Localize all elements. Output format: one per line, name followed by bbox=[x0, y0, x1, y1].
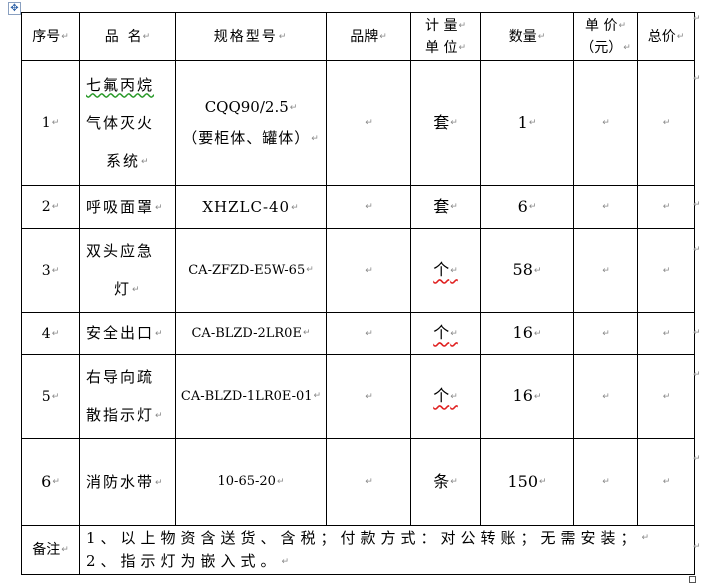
cell-name[interactable]: 右导向疏 散指示灯 bbox=[79, 354, 176, 439]
cell-qty[interactable]: 6 bbox=[480, 185, 574, 229]
cell-spec[interactable]: CA-BLZD-1LR0E-01 bbox=[175, 354, 327, 439]
cell-qty[interactable]: 16 bbox=[480, 354, 574, 439]
cell-spec[interactable]: CQQ90/2.5（要柜体、罐体） bbox=[175, 60, 327, 186]
cell-name[interactable]: 安全出口 bbox=[79, 312, 176, 355]
row-end-mark-icon: ↵ bbox=[693, 200, 701, 210]
row-end-mark-icon: ↵ bbox=[693, 370, 701, 380]
remarks-label: 备注 bbox=[21, 525, 80, 575]
cell-name[interactable]: 七氟丙烷 气体灭火 系统 bbox=[79, 60, 176, 186]
cell-brand[interactable] bbox=[326, 354, 411, 439]
cell-unit[interactable]: 条 bbox=[410, 438, 481, 526]
row-end-mark-icon: ↵ bbox=[693, 328, 701, 338]
cell-brand[interactable] bbox=[326, 228, 411, 313]
cell-price[interactable] bbox=[573, 185, 638, 229]
cell-name[interactable]: 消防水带 bbox=[79, 438, 176, 526]
cell-price[interactable] bbox=[573, 354, 638, 439]
cell-no[interactable]: 2 bbox=[21, 185, 80, 229]
remarks-row: 备注 1、以上物资含送货、含税；付款方式：对公转账；无需安装；2、指示灯为嵌入式… bbox=[21, 525, 695, 575]
cell-name[interactable]: 呼吸面罩 bbox=[79, 185, 176, 229]
header-qty: 数量 bbox=[480, 12, 574, 61]
cell-unit[interactable]: 套 bbox=[410, 60, 481, 186]
table-row: 4 安全出口 CA-BLZD-2LR0E 个 16 bbox=[21, 312, 695, 355]
cell-qty[interactable]: 16 bbox=[480, 312, 574, 355]
cell-total[interactable] bbox=[637, 228, 695, 313]
cell-qty[interactable]: 150 bbox=[480, 438, 574, 526]
cell-unit[interactable]: 个 bbox=[410, 354, 481, 439]
header-price: 单 价（元） bbox=[573, 12, 638, 61]
cell-price[interactable] bbox=[573, 312, 638, 355]
cell-total[interactable] bbox=[637, 354, 695, 439]
cell-total[interactable] bbox=[637, 60, 695, 186]
row-end-mark-icon: ↵ bbox=[693, 245, 701, 255]
header-name: 品 名 bbox=[79, 12, 176, 61]
cell-unit[interactable]: 个 bbox=[410, 312, 481, 355]
header-brand: 品牌 bbox=[326, 12, 411, 61]
cell-qty[interactable]: 1 bbox=[480, 60, 574, 186]
cell-brand[interactable] bbox=[326, 60, 411, 186]
cell-total[interactable] bbox=[637, 185, 695, 229]
table-row: 6 消防水带 10-65-20 条 150 bbox=[21, 438, 695, 526]
cell-no[interactable]: 6 bbox=[21, 438, 80, 526]
table-move-handle-icon[interactable]: ✥ bbox=[8, 2, 21, 15]
cell-spec[interactable]: 10-65-20 bbox=[175, 438, 327, 526]
row-end-mark-icon: ↵ bbox=[693, 14, 701, 24]
remarks-text[interactable]: 1、以上物资含送货、含税；付款方式：对公转账；无需安装；2、指示灯为嵌入式。 bbox=[79, 525, 695, 575]
cell-no[interactable]: 4 bbox=[21, 312, 80, 355]
materials-table: 序号 品 名 规格型号 品牌 计 量单 位 数量 单 价（元） 总价 1 七氟丙… bbox=[21, 12, 695, 575]
header-unit: 计 量单 位 bbox=[410, 12, 481, 61]
cell-no[interactable]: 1 bbox=[21, 60, 80, 186]
cell-brand[interactable] bbox=[326, 185, 411, 229]
cell-no[interactable]: 5 bbox=[21, 354, 80, 439]
table-resize-handle[interactable] bbox=[689, 576, 696, 583]
cell-total[interactable] bbox=[637, 312, 695, 355]
cell-no[interactable]: 3 bbox=[21, 228, 80, 313]
cell-name[interactable]: 双头应急灯 bbox=[79, 228, 176, 313]
cell-spec[interactable]: CA-BLZD-2LR0E bbox=[175, 312, 327, 355]
cell-price[interactable] bbox=[573, 228, 638, 313]
cell-qty[interactable]: 58 bbox=[480, 228, 574, 313]
cell-unit[interactable]: 套 bbox=[410, 185, 481, 229]
table-row: 2 呼吸面罩 XHZLC-40 套 6 bbox=[21, 185, 695, 229]
cell-total[interactable] bbox=[637, 438, 695, 526]
cell-brand[interactable] bbox=[326, 312, 411, 355]
header-spec: 规格型号 bbox=[175, 12, 327, 61]
row-end-mark-icon: ↵ bbox=[693, 542, 701, 552]
cell-price[interactable] bbox=[573, 60, 638, 186]
header-row: 序号 品 名 规格型号 品牌 计 量单 位 数量 单 价（元） 总价 bbox=[21, 12, 695, 61]
cell-brand[interactable] bbox=[326, 438, 411, 526]
row-end-mark-icon: ↵ bbox=[693, 74, 701, 84]
cell-unit[interactable]: 个 bbox=[410, 228, 481, 313]
row-end-mark-icon: ↵ bbox=[693, 454, 701, 464]
cell-price[interactable] bbox=[573, 438, 638, 526]
header-no: 序号 bbox=[21, 12, 80, 61]
cell-spec[interactable]: CA-ZFZD-E5W-65 bbox=[175, 228, 327, 313]
header-total: 总价 bbox=[637, 12, 695, 61]
cell-spec[interactable]: XHZLC-40 bbox=[175, 185, 327, 229]
